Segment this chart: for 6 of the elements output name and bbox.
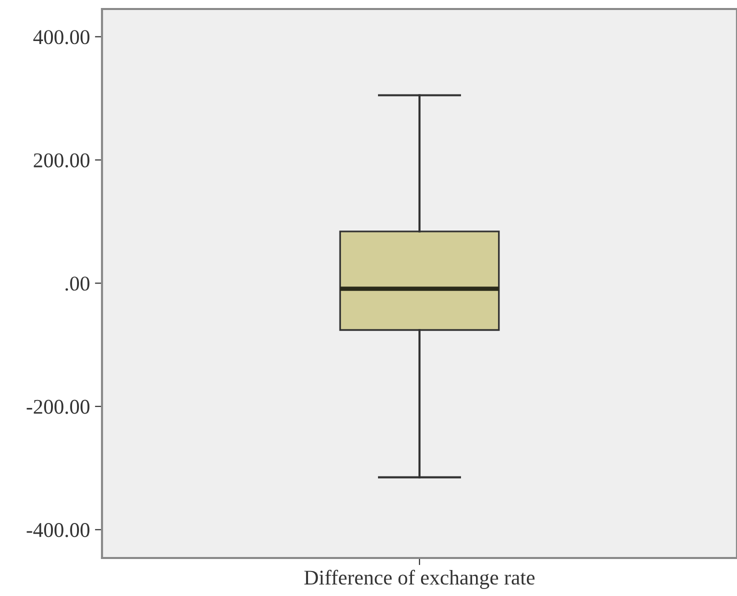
y-tick-label: .00 — [66, 276, 90, 291]
y-tick-label: -200.00 — [26, 400, 90, 414]
y-tick-label: 200.00 — [34, 153, 90, 168]
x-tick-label: Difference of exchange rate — [304, 570, 535, 589]
y-tick-label: 400.00 — [33, 30, 90, 44]
y-tick-label: -400.00 — [26, 523, 90, 538]
